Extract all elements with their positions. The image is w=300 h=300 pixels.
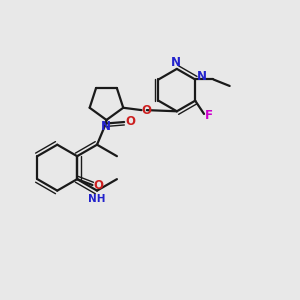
Text: O: O: [142, 103, 152, 117]
Text: F: F: [205, 109, 213, 122]
Text: N: N: [197, 70, 207, 83]
Text: O: O: [125, 115, 135, 128]
Text: NH: NH: [88, 194, 105, 205]
Text: N: N: [171, 56, 181, 69]
Text: O: O: [93, 178, 103, 191]
Text: N: N: [101, 120, 111, 133]
